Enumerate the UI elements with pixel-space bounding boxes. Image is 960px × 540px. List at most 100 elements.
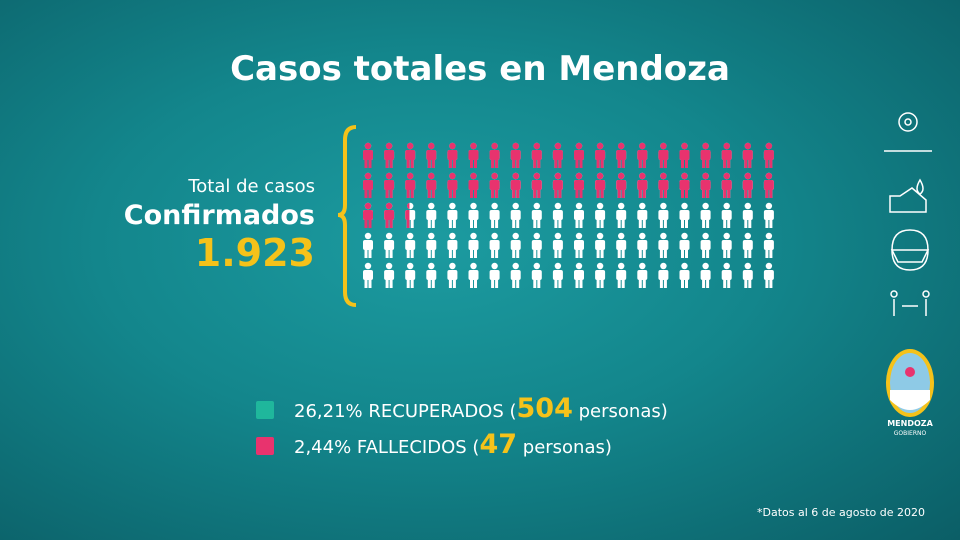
person-icon — [384, 262, 395, 288]
person-icon — [510, 262, 521, 288]
person-icon — [637, 262, 648, 288]
legend-part: 2,44% — [294, 437, 351, 458]
title: Casos totales en Mendoza — [230, 49, 730, 89]
logo-sub: GOBIERNO — [894, 430, 927, 437]
person-fill — [595, 172, 606, 198]
person-icon — [510, 202, 521, 228]
person-icon — [721, 262, 732, 288]
person-icon — [595, 232, 606, 258]
person-icon — [531, 202, 542, 228]
person-icon — [426, 202, 437, 228]
person-fill — [721, 172, 732, 198]
person-fill — [552, 172, 563, 198]
person-icon — [510, 142, 521, 168]
person-icon — [510, 172, 521, 198]
person-icon — [447, 172, 458, 198]
legend: 26,21% RECUPERADOS (504 personas) 2,44% F… — [256, 393, 668, 460]
person-fill — [616, 142, 627, 168]
person-icon — [763, 142, 774, 168]
person-icon — [468, 142, 479, 168]
legend-part: personas) — [523, 437, 612, 458]
person-icon — [763, 202, 774, 228]
person-icon — [405, 142, 416, 168]
person-fill — [595, 142, 606, 168]
person-fill — [574, 142, 584, 168]
person-icon — [742, 142, 753, 168]
person-icon — [574, 232, 584, 258]
person-icon — [721, 202, 732, 228]
person-icon — [552, 202, 563, 228]
person-icon — [405, 262, 416, 288]
person-fill — [637, 142, 648, 168]
legend-text: 26,21% RECUPERADOS (504 personas) — [294, 393, 668, 424]
person-icon — [405, 202, 416, 228]
person-icon — [363, 262, 373, 288]
person-icon — [405, 172, 416, 198]
person-icon — [658, 202, 669, 228]
person-fill — [510, 142, 521, 168]
person-icon — [637, 232, 648, 258]
person-icon — [637, 142, 648, 168]
person-fill — [489, 172, 500, 198]
person-icon — [489, 232, 500, 258]
person-icon — [679, 262, 690, 288]
person-icon — [616, 202, 627, 228]
person-icon — [574, 202, 584, 228]
person-icon — [658, 172, 669, 198]
person-fill — [721, 142, 732, 168]
person-fill — [426, 142, 437, 168]
person-fill — [637, 172, 648, 198]
person-icon — [679, 202, 690, 228]
person-icon — [531, 142, 542, 168]
person-icon — [700, 202, 711, 228]
person-icon — [637, 172, 648, 198]
person-icon — [531, 232, 542, 258]
total-caption: Total de casos — [187, 176, 315, 197]
person-icon — [384, 172, 395, 198]
person-fill — [363, 142, 373, 168]
person-icon — [363, 172, 373, 198]
person-icon — [531, 262, 542, 288]
person-icon — [721, 232, 732, 258]
legend-text: 2,44% FALLECIDOS (47 personas) — [294, 429, 612, 460]
person-fill — [658, 142, 669, 168]
person-icon — [363, 232, 373, 258]
total-label: Confirmados — [124, 200, 315, 231]
person-icon — [700, 262, 711, 288]
person-icon — [574, 142, 584, 168]
person-fill — [742, 142, 753, 168]
person-fill — [574, 172, 584, 198]
sidebar-icons — [884, 112, 932, 316]
person-icon — [763, 172, 774, 198]
person-fill — [763, 172, 774, 198]
person-fill — [447, 172, 458, 198]
person-icon — [679, 142, 690, 168]
person-fill — [742, 172, 753, 198]
person-fill — [679, 142, 690, 168]
person-icon — [468, 232, 479, 258]
person-icon — [574, 262, 584, 288]
person-icon — [447, 202, 458, 228]
person-icon — [616, 172, 627, 198]
person-icon — [468, 172, 479, 198]
person-icon — [763, 232, 774, 258]
person-icon — [552, 142, 563, 168]
person-fill — [700, 142, 711, 168]
person-fill — [531, 172, 542, 198]
person-icon — [679, 232, 690, 258]
person-fill — [384, 142, 395, 168]
legend-part: FALLECIDOS ( — [357, 437, 480, 458]
person-fill — [679, 172, 690, 198]
person-icon — [679, 172, 690, 198]
person-fill — [616, 172, 627, 198]
person-icon — [742, 232, 753, 258]
legend-part: personas) — [579, 401, 668, 422]
person-fill — [489, 142, 500, 168]
person-icon — [426, 232, 437, 258]
person-icon — [721, 142, 732, 168]
person-icon — [742, 172, 753, 198]
person-fill — [426, 172, 437, 198]
person-fill — [763, 142, 774, 168]
person-icon — [574, 172, 584, 198]
person-icon — [384, 232, 395, 258]
